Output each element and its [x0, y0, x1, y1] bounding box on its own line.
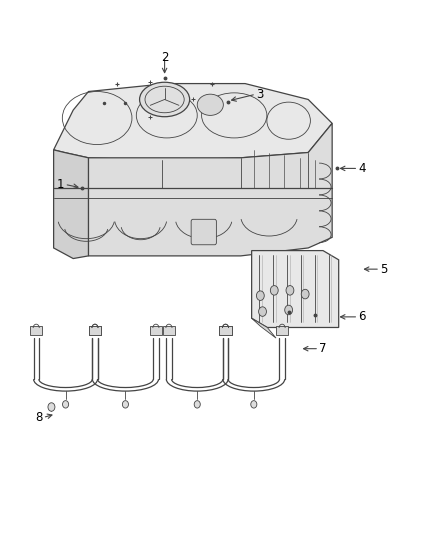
- Circle shape: [122, 401, 128, 408]
- Bar: [219, 326, 232, 335]
- Circle shape: [48, 403, 55, 411]
- Circle shape: [270, 286, 278, 295]
- FancyBboxPatch shape: [191, 219, 216, 245]
- Bar: [163, 326, 175, 335]
- Polygon shape: [88, 123, 332, 256]
- Bar: [89, 326, 101, 335]
- Bar: [30, 326, 42, 335]
- Polygon shape: [252, 318, 276, 338]
- Bar: [89, 326, 101, 335]
- Circle shape: [301, 289, 309, 299]
- Text: 6: 6: [358, 310, 366, 324]
- Circle shape: [256, 291, 264, 301]
- Polygon shape: [53, 84, 332, 160]
- Text: 4: 4: [358, 162, 366, 175]
- Ellipse shape: [140, 82, 190, 117]
- Bar: [276, 326, 288, 335]
- Circle shape: [194, 401, 200, 408]
- Circle shape: [286, 286, 294, 295]
- Text: 2: 2: [161, 51, 168, 63]
- Text: 3: 3: [256, 87, 263, 101]
- Text: 5: 5: [380, 263, 387, 276]
- Polygon shape: [53, 150, 88, 259]
- Circle shape: [63, 401, 69, 408]
- Ellipse shape: [197, 94, 223, 115]
- Bar: [219, 326, 232, 335]
- Text: 7: 7: [319, 342, 327, 355]
- Circle shape: [285, 305, 293, 315]
- Circle shape: [251, 401, 257, 408]
- Circle shape: [258, 307, 266, 317]
- Text: 1: 1: [57, 178, 64, 191]
- Bar: [150, 326, 162, 335]
- Polygon shape: [252, 251, 339, 327]
- Text: 8: 8: [35, 411, 43, 424]
